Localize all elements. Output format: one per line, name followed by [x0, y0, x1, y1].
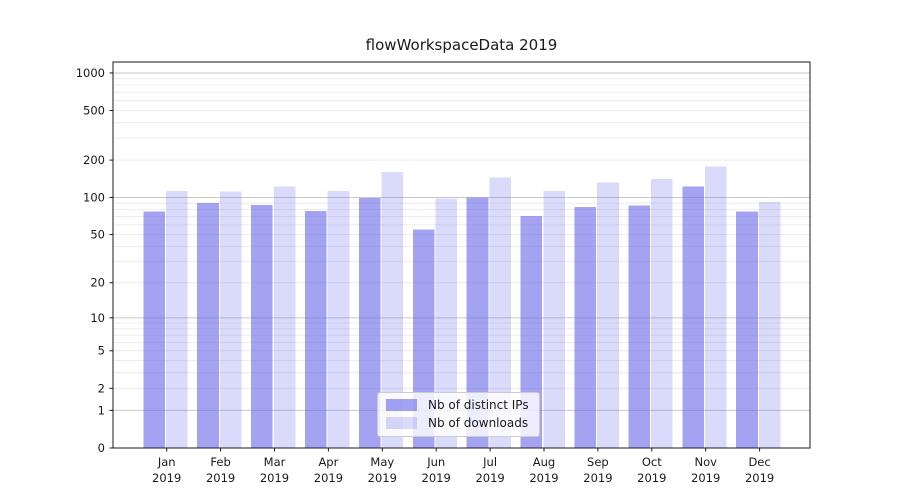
- x-tick-label-month: Dec: [748, 455, 770, 469]
- x-tick-label-year: 2019: [475, 471, 504, 485]
- x-tick-label-year: 2019: [152, 471, 181, 485]
- x-tick-label-year: 2019: [368, 471, 397, 485]
- x-tick-label-month: Aug: [533, 455, 555, 469]
- bar-distinct-ips-apr: [305, 210, 327, 448]
- bar-downloads-dec: [758, 201, 781, 448]
- x-tick-label-month: Mar: [264, 455, 286, 469]
- x-tick-label-year: 2019: [691, 471, 720, 485]
- y-tick-label: 2: [98, 381, 105, 395]
- bar-downloads-sep: [597, 182, 619, 448]
- y-tick-label: 50: [90, 228, 105, 242]
- chart-title: flowWorkspaceData 2019: [365, 36, 558, 54]
- y-tick-label: 10: [90, 311, 105, 325]
- x-tick-label-year: 2019: [745, 471, 774, 485]
- x-tick-label-month: Feb: [210, 455, 230, 469]
- bar-downloads-feb: [219, 191, 242, 449]
- bar-downloads-may: [381, 171, 404, 449]
- x-tick-label-year: 2019: [260, 471, 289, 485]
- y-tick-label: 100: [83, 190, 105, 204]
- y-tick-label: 200: [83, 153, 105, 167]
- legend-item-downloads: Nb of downloads: [386, 417, 529, 429]
- x-tick-label-month: Jun: [426, 455, 445, 469]
- x-tick-label-year: 2019: [637, 471, 666, 485]
- x-tick-label-year: 2019: [529, 471, 558, 485]
- bar-downloads-aug: [543, 190, 565, 448]
- bar-downloads-apr: [327, 190, 350, 448]
- y-tick-label: 20: [90, 276, 105, 290]
- legend-label-distinct-ips: Nb of distinct IPs: [428, 398, 529, 412]
- x-tick-label-year: 2019: [314, 471, 343, 485]
- y-tick-label: 500: [83, 104, 105, 118]
- bar-downloads-nov: [705, 166, 727, 448]
- legend-swatch-distinct-ips: [386, 399, 417, 411]
- bar-downloads-jun: [435, 198, 458, 448]
- y-tick-label: 0: [98, 441, 105, 455]
- bar-distinct-ips-nov: [682, 186, 704, 448]
- bar-distinct-ips-aug: [520, 215, 543, 448]
- bar-distinct-ips-mar: [251, 204, 273, 448]
- legend: Nb of distinct IPs Nb of downloads: [377, 392, 540, 437]
- bar-distinct-ips-feb: [197, 203, 219, 448]
- legend-item-distinct-ips: Nb of distinct IPs: [386, 399, 529, 411]
- bar-distinct-ips-jan: [143, 211, 165, 448]
- bar-downloads-jan: [166, 190, 188, 448]
- x-tick-label-month: Jul: [482, 455, 497, 469]
- x-tick-label-year: 2019: [206, 471, 235, 485]
- bar-downloads-mar: [273, 186, 296, 448]
- y-tick-label: 1: [98, 403, 105, 417]
- bar-distinct-ips-may: [358, 198, 381, 448]
- legend-label-downloads: Nb of downloads: [428, 416, 529, 430]
- bar-distinct-ips-sep: [574, 206, 597, 448]
- x-tick-label-month: Oct: [642, 455, 662, 469]
- x-tick-label-month: Nov: [694, 455, 717, 469]
- legend-swatch-downloads: [386, 417, 417, 429]
- x-tick-label-month: Apr: [318, 455, 338, 469]
- bar-distinct-ips-jul: [466, 197, 489, 448]
- y-tick-label: 1000: [76, 66, 105, 80]
- y-tick-label: 5: [98, 344, 105, 358]
- x-tick-label-year: 2019: [583, 471, 612, 485]
- bar-downloads-jul: [489, 177, 511, 449]
- x-tick-label-month: Sep: [587, 455, 609, 469]
- bar-distinct-ips-oct: [628, 205, 650, 448]
- bar-distinct-ips-dec: [736, 211, 758, 448]
- x-tick-label-month: Jan: [157, 455, 176, 469]
- x-tick-label-month: May: [370, 455, 394, 469]
- bar-downloads-oct: [651, 178, 673, 448]
- x-tick-label-year: 2019: [422, 471, 451, 485]
- axes-box: [112, 61, 811, 449]
